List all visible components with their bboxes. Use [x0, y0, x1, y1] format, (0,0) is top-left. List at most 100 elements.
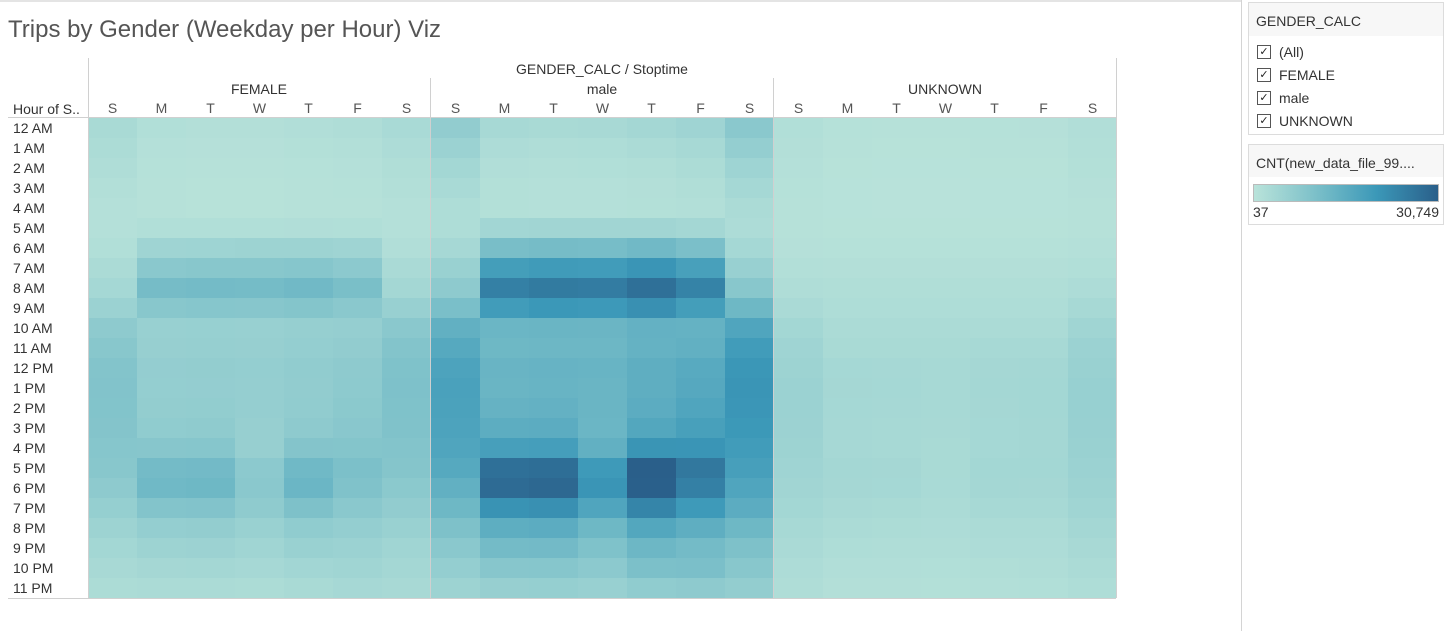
heatmap-cell[interactable] [480, 238, 529, 258]
heatmap-cell[interactable] [872, 238, 921, 258]
heatmap-cell[interactable] [1068, 238, 1117, 258]
filter-item-male[interactable]: ✓ male [1249, 86, 1443, 109]
heatmap-cell[interactable] [725, 478, 774, 498]
heatmap-cell[interactable] [970, 398, 1019, 418]
heatmap-cell[interactable] [137, 318, 186, 338]
heatmap-cell[interactable] [480, 338, 529, 358]
heatmap-cell[interactable] [725, 378, 774, 398]
heatmap-cell[interactable] [1019, 438, 1068, 458]
heatmap-cell[interactable] [480, 458, 529, 478]
heatmap-cell[interactable] [725, 338, 774, 358]
heatmap-cell[interactable] [725, 158, 774, 178]
hour-label[interactable]: 7 PM [13, 500, 46, 516]
heatmap-cell[interactable] [872, 138, 921, 158]
heatmap-cell[interactable] [578, 158, 627, 178]
hour-label[interactable]: 4 PM [13, 440, 46, 456]
heatmap-cell[interactable] [970, 178, 1019, 198]
heatmap-cell[interactable] [578, 438, 627, 458]
heatmap-cell[interactable] [382, 158, 431, 178]
heatmap-cell[interactable] [529, 398, 578, 418]
heatmap-cell[interactable] [480, 438, 529, 458]
heatmap-cell[interactable] [333, 258, 382, 278]
heatmap-cell[interactable] [382, 518, 431, 538]
heatmap-cell[interactable] [1019, 458, 1068, 478]
heatmap-cell[interactable] [872, 438, 921, 458]
heatmap-cell[interactable] [235, 198, 284, 218]
heatmap-cell[interactable] [137, 358, 186, 378]
heatmap-cell[interactable] [627, 118, 676, 138]
heatmap-cell[interactable] [774, 458, 823, 478]
heatmap-cell[interactable] [823, 278, 872, 298]
heatmap-cell[interactable] [1068, 478, 1117, 498]
heatmap-cell[interactable] [1019, 278, 1068, 298]
heatmap-cell[interactable] [480, 398, 529, 418]
heatmap-cell[interactable] [725, 118, 774, 138]
heatmap-cell[interactable] [529, 138, 578, 158]
heatmap-cell[interactable] [88, 138, 137, 158]
heatmap-cell[interactable] [676, 358, 725, 378]
heatmap-cell[interactable] [676, 238, 725, 258]
heatmap-cell[interactable] [970, 538, 1019, 558]
heatmap-cell[interactable] [823, 238, 872, 258]
heatmap-cell[interactable] [823, 538, 872, 558]
heatmap-cell[interactable] [431, 318, 480, 338]
heatmap-cell[interactable] [970, 138, 1019, 158]
heatmap-cell[interactable] [186, 138, 235, 158]
heatmap-cell[interactable] [774, 478, 823, 498]
heatmap-cell[interactable] [235, 278, 284, 298]
heatmap-cell[interactable] [186, 198, 235, 218]
heatmap-cell[interactable] [872, 518, 921, 538]
heatmap-cell[interactable] [921, 478, 970, 498]
hour-label[interactable]: 9 AM [13, 300, 45, 316]
heatmap-cell[interactable] [872, 258, 921, 278]
heatmap-cell[interactable] [137, 138, 186, 158]
heatmap-cell[interactable] [88, 298, 137, 318]
heatmap-cell[interactable] [529, 198, 578, 218]
heatmap-cell[interactable] [578, 398, 627, 418]
heatmap-cell[interactable] [627, 138, 676, 158]
heatmap-cell[interactable] [235, 218, 284, 238]
heatmap-cell[interactable] [676, 518, 725, 538]
heatmap-cell[interactable] [725, 258, 774, 278]
heatmap-cell[interactable] [1019, 498, 1068, 518]
heatmap-cell[interactable] [627, 398, 676, 418]
heatmap-cell[interactable] [578, 538, 627, 558]
heatmap-cell[interactable] [872, 538, 921, 558]
heatmap-cell[interactable] [333, 378, 382, 398]
hour-label[interactable]: 9 PM [13, 540, 46, 556]
checkbox-icon[interactable]: ✓ [1257, 67, 1271, 82]
heatmap-cell[interactable] [88, 418, 137, 438]
heatmap-cell[interactable] [284, 118, 333, 138]
heatmap-cell[interactable] [1068, 158, 1117, 178]
heatmap-cell[interactable] [480, 378, 529, 398]
heatmap-cell[interactable] [578, 358, 627, 378]
hour-label[interactable]: 3 PM [13, 420, 46, 436]
heatmap-cell[interactable] [872, 318, 921, 338]
heatmap-cell[interactable] [1068, 338, 1117, 358]
heatmap-cell[interactable] [529, 258, 578, 278]
heatmap-cell[interactable] [823, 398, 872, 418]
heatmap-cell[interactable] [137, 558, 186, 578]
heatmap-cell[interactable] [235, 398, 284, 418]
heatmap-cell[interactable] [431, 378, 480, 398]
heatmap-cell[interactable] [529, 358, 578, 378]
heatmap-cell[interactable] [921, 378, 970, 398]
checkbox-icon[interactable]: ✓ [1257, 90, 1271, 105]
heatmap-cell[interactable] [774, 238, 823, 258]
hour-label[interactable]: 10 AM [13, 320, 53, 336]
heatmap-cell[interactable] [431, 438, 480, 458]
heatmap-cell[interactable] [970, 438, 1019, 458]
heatmap-cell[interactable] [480, 498, 529, 518]
heatmap-cell[interactable] [284, 438, 333, 458]
heatmap-cell[interactable] [186, 298, 235, 318]
hour-label[interactable]: 4 AM [13, 200, 45, 216]
heatmap-cell[interactable] [480, 278, 529, 298]
heatmap-cell[interactable] [774, 138, 823, 158]
heatmap-cell[interactable] [921, 458, 970, 478]
heatmap-cell[interactable] [1068, 198, 1117, 218]
heatmap-cell[interactable] [872, 498, 921, 518]
heatmap-cell[interactable] [88, 438, 137, 458]
heatmap-cell[interactable] [333, 338, 382, 358]
heatmap-cell[interactable] [235, 498, 284, 518]
heatmap-cell[interactable] [284, 518, 333, 538]
